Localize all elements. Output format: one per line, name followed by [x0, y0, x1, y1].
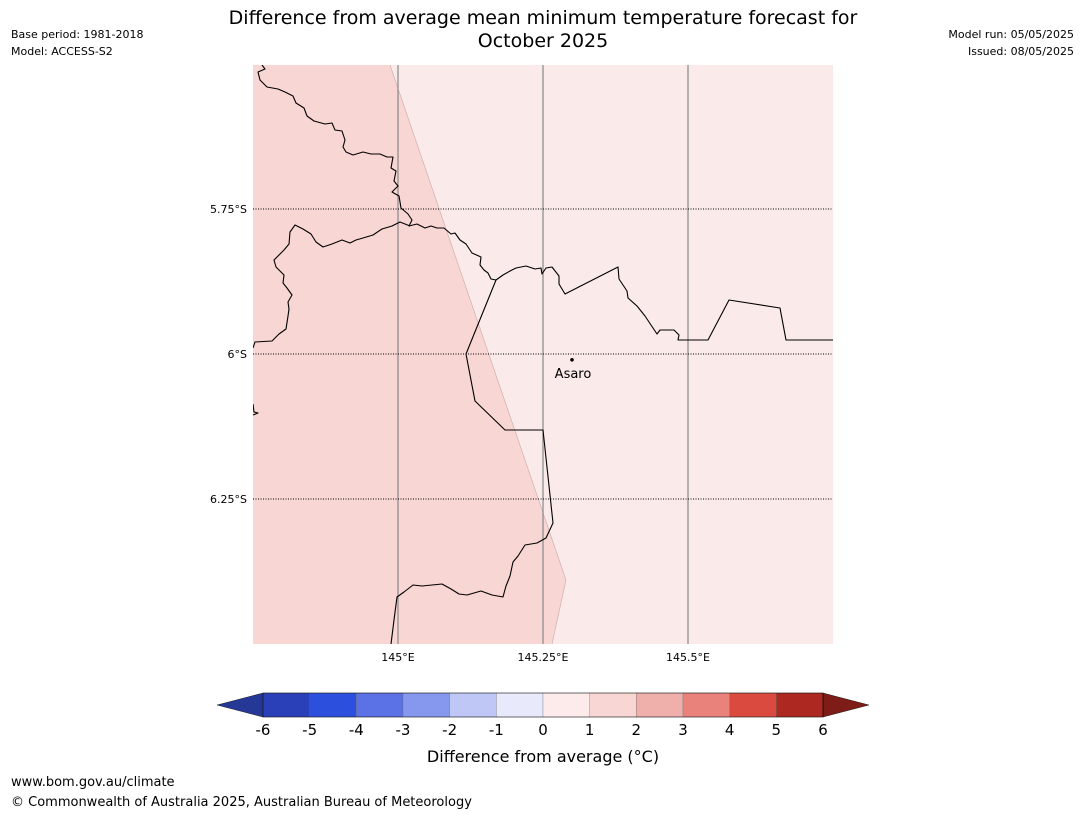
boundary-west [253, 221, 411, 349]
colorbar-label: Difference from average (°C) [426, 747, 660, 766]
lat-label-6: 6°S [228, 348, 247, 361]
parallel-lines [253, 208, 833, 500]
colorbar-swatch [776, 692, 824, 718]
issued-text: Issued: 08/05/2025 [967, 45, 1074, 58]
map-title: Difference from average mean minimum tem… [143, 7, 943, 53]
footer-copyright: © Commonwealth of Australia 2025, Austra… [11, 795, 472, 810]
colorbar-tick-label: 0 [538, 721, 548, 739]
province-boundaries [253, 65, 833, 644]
colorbar-outline [262, 692, 824, 718]
boundary-central [390, 279, 554, 644]
place-label-asaro: Asaro [555, 367, 592, 382]
place-marker-asaro[interactable] [570, 358, 574, 362]
lon-label-145-25: 145.25°E [518, 651, 569, 664]
colorbar: -6 -5 -4 -3 -2 -1 0 1 2 3 4 5 6 [216, 692, 870, 739]
colorbar-swatch [309, 692, 357, 718]
colorbar-tick-label: 3 [678, 721, 688, 739]
lat-label-6-25: 6.25°S [210, 493, 247, 506]
colorbar-tick-label: 2 [632, 721, 642, 739]
colorbar-tick-label: 1 [585, 721, 595, 739]
colorbar-swatch [542, 692, 590, 718]
colorbar-tick-label: -2 [442, 721, 457, 739]
model-text: Model: ACCESS-S2 [11, 45, 113, 58]
colorbar-extend-high [822, 692, 870, 718]
title-line-2: October 2025 [477, 30, 609, 52]
colorbar-swatch [682, 692, 730, 718]
colorbar-tick-label: -5 [302, 721, 317, 739]
colorbar-extend-low [216, 692, 264, 718]
colorbar-swatch [589, 692, 637, 718]
colorbar-swatch [402, 692, 450, 718]
colorbar-tick-label: 5 [772, 721, 782, 739]
header-meta-left: Base period: 1981-2018 Model: ACCESS-S2 [11, 26, 143, 60]
boundary-north [257, 65, 833, 341]
colorbar-swatch [449, 692, 497, 718]
colorbar-tick-label: -6 [256, 721, 271, 739]
longitude-labels: 145°E 145.25°E 145.5°E [381, 651, 710, 664]
map-area[interactable]: Asaro [253, 65, 833, 644]
title-line-1: Difference from average mean minimum tem… [228, 7, 858, 29]
lat-label-5-75: 5.75°S [210, 203, 247, 216]
anomaly-contour [389, 65, 567, 644]
colorbar-swatch [496, 692, 544, 718]
colorbar-swatch [729, 692, 777, 718]
colorbar-tick-label: 4 [725, 721, 735, 739]
colorbar-swatch [356, 692, 404, 718]
colorbar-tick-label: 6 [818, 721, 828, 739]
colorbar-tick-label: -1 [489, 721, 504, 739]
base-period-text: Base period: 1981-2018 [11, 28, 144, 41]
lon-label-145-5: 145.5°E [666, 651, 710, 664]
colorbar-tick-label: -3 [396, 721, 411, 739]
lon-label-145: 145°E [381, 651, 414, 664]
meridian-lines [397, 65, 689, 644]
colorbar-swatch [636, 692, 684, 718]
latitude-labels: 5.75°S 6°S 6.25°S [210, 203, 247, 506]
model-run-text: Model run: 05/05/2025 [948, 28, 1074, 41]
boundary-edge-left [253, 403, 259, 416]
colorbar-swatch [262, 692, 310, 718]
footer-url[interactable]: www.bom.gov.au/climate [11, 775, 175, 790]
colorbar-tick-label: -4 [349, 721, 364, 739]
header-meta-right: Model run: 05/05/2025 Issued: 08/05/2025 [948, 26, 1074, 60]
